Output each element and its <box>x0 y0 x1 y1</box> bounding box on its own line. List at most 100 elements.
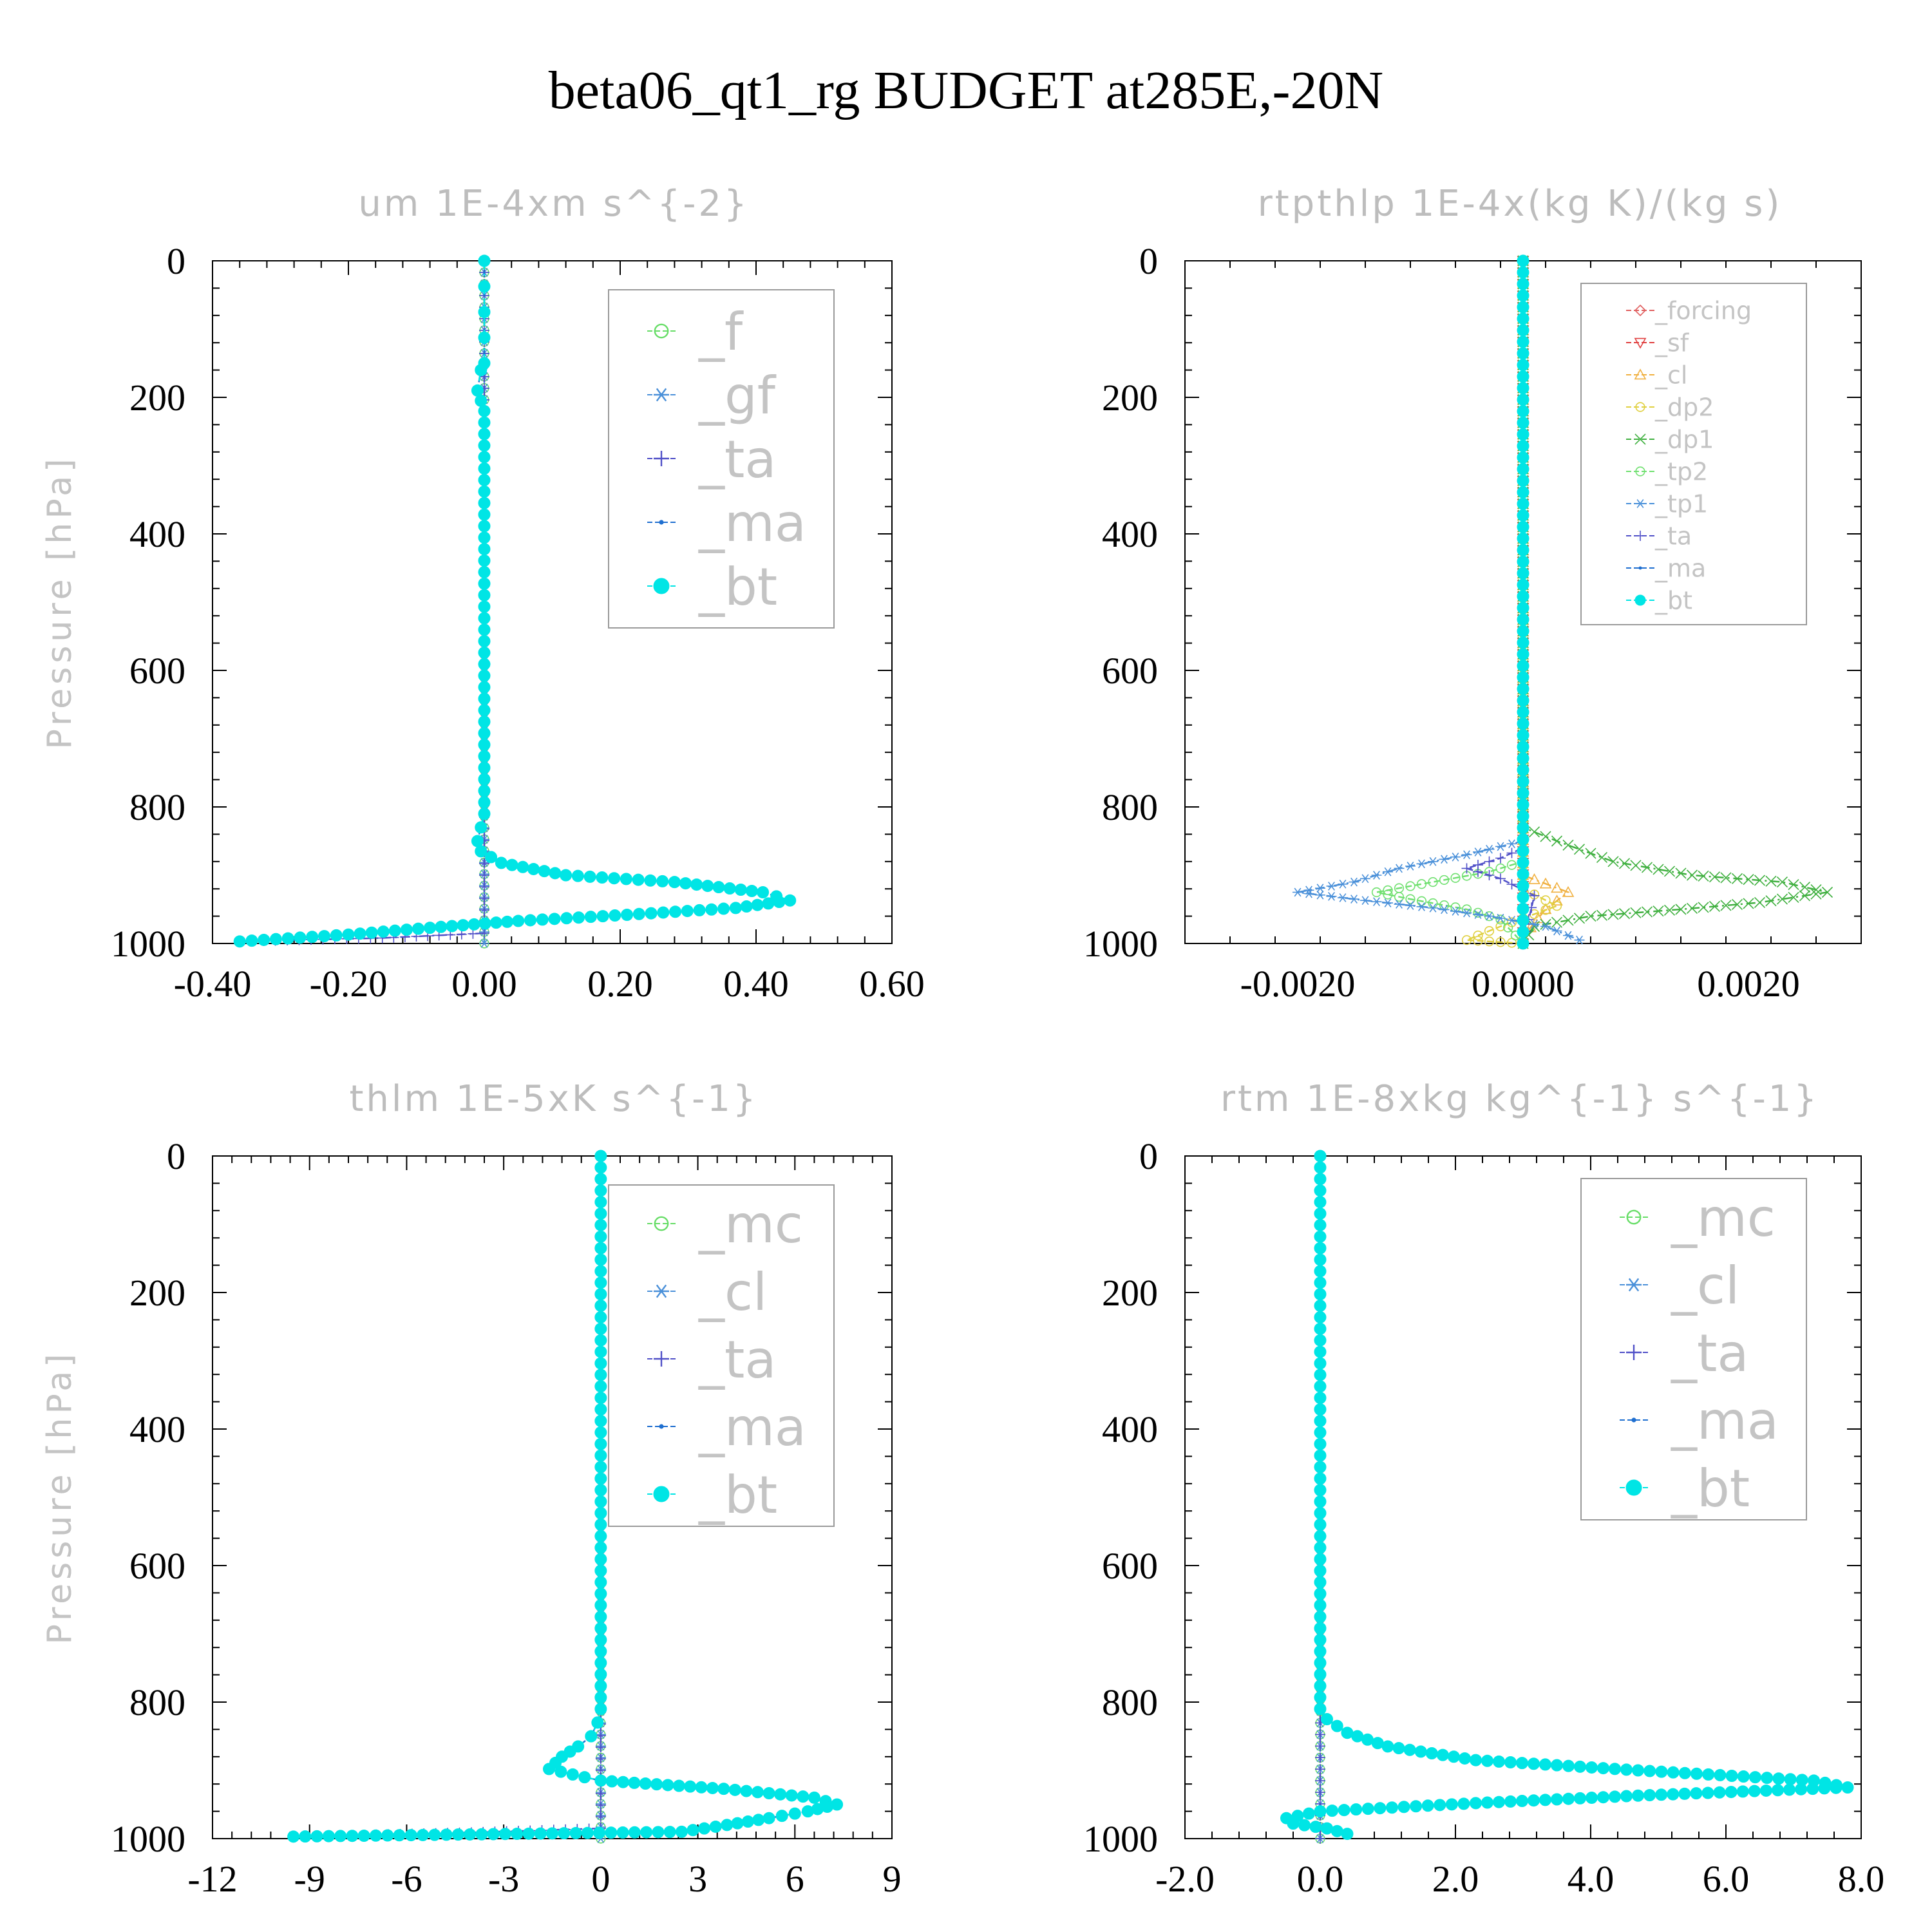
data-point <box>1314 1345 1327 1358</box>
data-point <box>1314 1380 1327 1393</box>
data-point <box>457 919 469 932</box>
y-tick-label: 600 <box>129 1545 185 1587</box>
data-point <box>478 554 491 567</box>
data-point <box>1714 1768 1727 1781</box>
data-point <box>773 896 786 909</box>
data-point <box>1405 901 1416 910</box>
legend-marker <box>654 388 669 402</box>
data-point <box>594 1645 607 1658</box>
data-point <box>1495 842 1506 851</box>
data-point <box>594 1380 607 1393</box>
y-tick-label: 800 <box>1102 1681 1158 1723</box>
data-point <box>1371 887 1382 898</box>
data-point <box>584 911 597 923</box>
data-point <box>784 894 797 907</box>
x-tick-label: 4.0 <box>1567 1858 1615 1900</box>
data-point <box>475 845 488 858</box>
data-point <box>1517 914 1530 927</box>
data-point <box>479 858 489 869</box>
data-point <box>594 1426 607 1439</box>
data-point <box>594 1403 607 1416</box>
legend-item: _ta <box>1626 522 1692 551</box>
y-tick-label: 1000 <box>111 1818 185 1860</box>
data-point <box>478 761 491 774</box>
data-point <box>663 1826 676 1839</box>
legend-item: _ta <box>647 430 776 489</box>
data-point <box>621 908 634 921</box>
data-point <box>1517 601 1530 614</box>
data-point <box>1436 1748 1449 1761</box>
data-point <box>1314 1645 1327 1658</box>
legend-label: _bt <box>1654 587 1692 615</box>
data-point <box>1517 382 1530 395</box>
data-point <box>1495 914 1506 925</box>
legend-label: _cl <box>1654 361 1687 390</box>
data-point <box>594 1368 607 1381</box>
data-point <box>1461 850 1472 860</box>
x-tick-label: -0.40 <box>174 963 252 1005</box>
data-point <box>1795 1783 1808 1795</box>
data-point <box>478 727 491 740</box>
data-point <box>1539 1758 1551 1771</box>
data-point <box>478 704 491 717</box>
data-point <box>1517 555 1530 568</box>
x-tick-label: 2.0 <box>1432 1858 1479 1900</box>
data-point <box>1416 902 1427 911</box>
legend-box <box>1580 1178 1807 1520</box>
data-point <box>594 1541 607 1554</box>
data-point <box>1394 864 1405 873</box>
tick-marks <box>1184 260 1862 944</box>
data-point <box>1338 879 1348 889</box>
data-point <box>1314 1437 1327 1450</box>
data-point <box>478 784 491 797</box>
data-point <box>657 906 670 919</box>
data-point <box>478 565 491 578</box>
data-point <box>712 881 725 894</box>
legend-label: _sf <box>1654 329 1690 357</box>
data-point <box>594 1774 607 1787</box>
data-point <box>1473 910 1483 919</box>
data-point <box>1540 905 1551 915</box>
data-point <box>1663 904 1676 916</box>
legend-marker <box>1635 531 1645 541</box>
data-point <box>1517 347 1530 360</box>
data-point <box>1326 882 1337 891</box>
data-point <box>709 1820 722 1833</box>
data-point <box>1428 876 1438 887</box>
data-point <box>558 1827 571 1840</box>
x-tick-label: -9 <box>294 1858 325 1900</box>
data-point <box>1425 1747 1438 1759</box>
data-point <box>1421 1799 1434 1812</box>
data-point <box>1506 848 1517 858</box>
data-point <box>1574 1760 1586 1773</box>
series-bt <box>1280 1150 1854 1841</box>
data-point <box>1439 875 1450 886</box>
legend-label: _tp2 <box>1654 458 1708 486</box>
data-point <box>608 872 621 885</box>
data-point <box>1517 474 1530 487</box>
data-point <box>1314 1622 1327 1634</box>
x-tick-label: -0.0020 <box>1240 963 1356 1005</box>
data-point <box>645 907 658 920</box>
data-point <box>1303 889 1314 898</box>
data-point <box>775 1810 788 1823</box>
data-point <box>1298 1819 1311 1832</box>
data-point <box>1314 1495 1327 1508</box>
data-point <box>1314 1242 1327 1255</box>
data-point <box>1314 1599 1327 1612</box>
data-point <box>479 939 489 948</box>
data-point <box>560 912 573 925</box>
data-point <box>1748 1785 1761 1797</box>
legend-label: _dp2 <box>1654 393 1714 422</box>
data-point <box>1517 648 1530 661</box>
data-point <box>1765 875 1777 887</box>
data-point <box>258 933 270 946</box>
data-point <box>594 1300 607 1312</box>
figure-title: beta06_qt1_rg BUDGET at285E,-20N <box>549 61 1383 120</box>
data-point <box>628 1776 641 1789</box>
data-point <box>1410 1800 1423 1813</box>
data-point <box>1562 914 1574 926</box>
data-point <box>1470 1754 1482 1766</box>
data-point <box>1731 873 1743 884</box>
y-tick-label: 600 <box>1102 1545 1158 1587</box>
